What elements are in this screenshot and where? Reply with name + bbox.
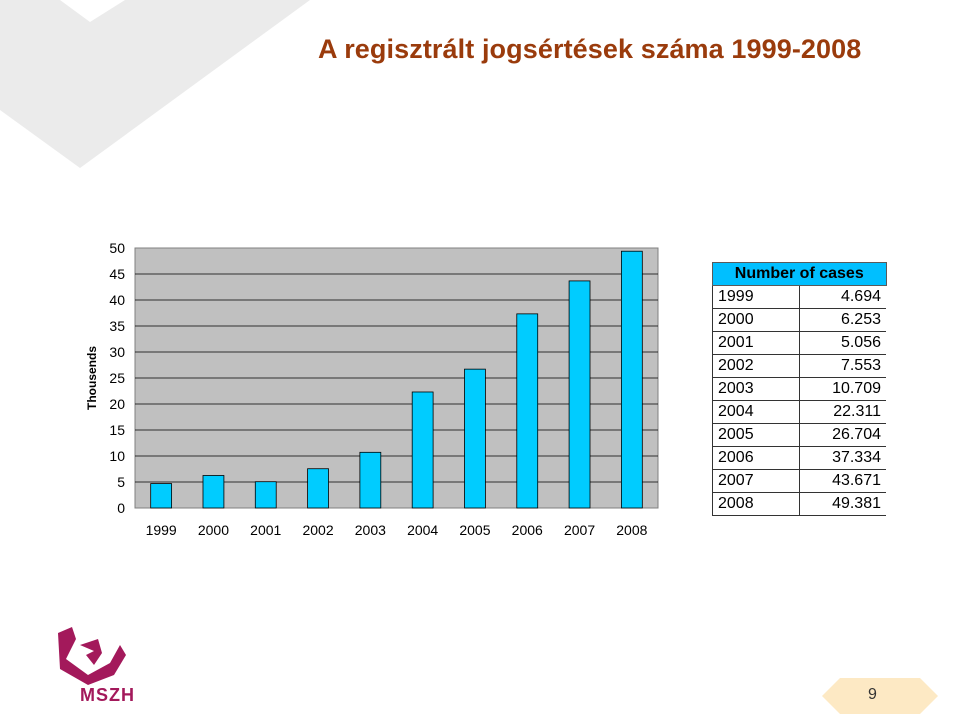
table-row: 2006 37.334	[712, 446, 886, 470]
bar-2002	[307, 468, 329, 509]
y-tick-label: 25	[109, 370, 125, 386]
logo-text: MSZH	[80, 685, 135, 705]
y-tick-label: 10	[109, 448, 125, 464]
bar-2004	[411, 391, 434, 509]
year-cell: 2005	[712, 423, 800, 447]
x-tick-label: 2001	[250, 522, 281, 538]
slide-title: A regisztrált jogsértések száma 1999-200…	[318, 34, 862, 64]
value-cell: 43.671	[799, 469, 886, 493]
y-tick-label: 20	[109, 396, 125, 412]
table-row: 2002 7.553	[712, 354, 886, 378]
bar-2001	[254, 481, 277, 509]
y-tick-label: 5	[117, 474, 125, 490]
x-tick-label: 1999	[146, 522, 177, 538]
bar-2008	[620, 250, 643, 509]
page-number-badge	[822, 678, 938, 714]
table-row: 2000 6.253	[712, 308, 886, 332]
value-cell: 26.704	[799, 423, 886, 447]
page-number: 9	[868, 686, 877, 703]
y-tick-label: 0	[117, 500, 125, 516]
x-tick-label: 2008	[616, 522, 647, 538]
table-row: 2007 43.671	[712, 469, 886, 493]
y-tick-label: 30	[109, 344, 125, 360]
bar-chart: 0 5 10 15 20 25 30 35 40 45 50 1999 2000 2001 2002 200…	[85, 240, 659, 538]
value-cell: 10.709	[799, 377, 886, 401]
year-cell: 2006	[712, 446, 800, 470]
x-tick-label: 2000	[198, 522, 229, 538]
x-tick-label: 2005	[459, 522, 490, 538]
bar-1999	[150, 483, 173, 509]
year-cell: 2007	[712, 469, 800, 493]
bar-2005	[464, 368, 486, 509]
value-cell: 4.694	[799, 285, 886, 309]
table-body: 1999 4.694 2000 6.253 2001 5.056 2002 7.553 2003…	[712, 285, 886, 516]
year-cell: 1999	[712, 285, 800, 309]
x-tick-label: 2002	[302, 522, 333, 538]
bars	[150, 250, 643, 509]
bar-2006	[516, 313, 539, 509]
bar-2007	[568, 280, 591, 509]
x-tick-label: 2007	[564, 522, 595, 538]
year-cell: 2004	[712, 400, 800, 424]
value-cell: 49.381	[799, 492, 886, 516]
value-cell: 7.553	[799, 354, 886, 378]
value-cell: 6.253	[799, 308, 886, 332]
x-tick-label: 2003	[355, 522, 386, 538]
year-cell: 2008	[712, 492, 800, 516]
cases-table: Number of cases 1999 4.694 2000 6.253 2001 5.…	[712, 262, 887, 516]
bar-2003	[359, 451, 382, 509]
mszh-logo-icon	[58, 627, 126, 685]
value-cell: 5.056	[799, 331, 886, 355]
background-chevron-decoration	[0, 0, 310, 168]
year-cell: 2001	[712, 331, 800, 355]
value-cell: 22.311	[799, 400, 886, 424]
year-cell: 2003	[712, 377, 800, 401]
y-axis-title: Thousends	[85, 346, 99, 410]
x-tick-label: 2004	[407, 522, 438, 538]
value-cell: 37.334	[799, 446, 886, 470]
table-row: 2004 22.311	[712, 400, 886, 424]
table-row: 1999 4.694	[712, 285, 886, 309]
table-row: 2001 5.056	[712, 331, 886, 355]
y-tick-label: 45	[109, 266, 125, 282]
table-row: 2005 26.704	[712, 423, 886, 447]
x-axis-ticks: 1999 2000 2001 2002 2003 2004 2005 2006 2007 2008	[146, 522, 648, 538]
y-tick-label: 40	[109, 292, 125, 308]
y-axis-ticks: 0 5 10 15 20 25 30 35 40 45 50	[109, 240, 125, 516]
bar-2000	[202, 475, 225, 509]
y-tick-label: 35	[109, 318, 125, 334]
table-row: 2008 49.381	[712, 492, 886, 516]
y-tick-label: 50	[109, 240, 125, 256]
table-row: 2003 10.709	[712, 377, 886, 401]
y-tick-label: 15	[109, 422, 125, 438]
table-header: Number of cases	[712, 262, 887, 286]
x-tick-label: 2006	[512, 522, 543, 538]
year-cell: 2002	[712, 354, 800, 378]
year-cell: 2000	[712, 308, 800, 332]
